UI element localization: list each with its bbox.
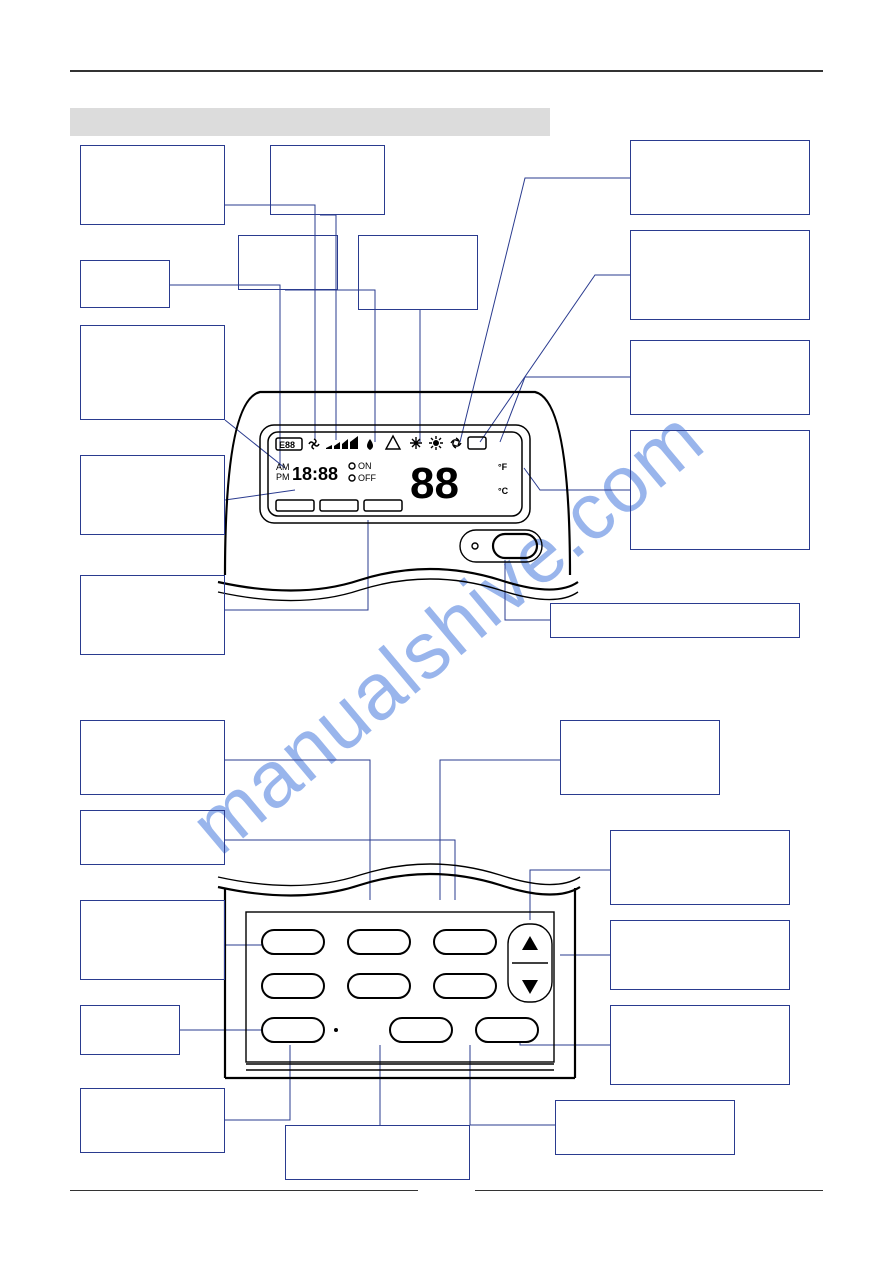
callout-box xyxy=(630,230,810,320)
display-unit: E88 xyxy=(218,392,578,601)
lcd-pm: PM xyxy=(276,472,290,482)
button-panel-unit xyxy=(218,864,580,1078)
callout-box xyxy=(610,920,790,990)
callout-box xyxy=(560,720,720,795)
callout-box xyxy=(80,720,225,795)
footer-rule-right xyxy=(475,1190,823,1191)
lower-leader-lines xyxy=(180,760,610,1125)
callout-box xyxy=(80,260,170,308)
lcd-clock: 18:88 xyxy=(292,464,338,484)
callout-box xyxy=(610,1005,790,1085)
lcd-error-code: E88 xyxy=(279,440,295,450)
callout-box xyxy=(80,325,225,420)
callout-box xyxy=(630,340,810,415)
callout-box xyxy=(80,575,225,655)
callout-box xyxy=(358,235,478,310)
arrow-down-icon xyxy=(522,980,538,994)
callout-box xyxy=(80,900,225,980)
header-rule xyxy=(70,70,823,72)
callout-box xyxy=(80,810,225,865)
callout-box xyxy=(80,455,225,535)
callout-box xyxy=(630,430,810,550)
lcd-timer-on: ON xyxy=(358,461,372,471)
callout-box xyxy=(80,1088,225,1153)
callout-box xyxy=(270,145,385,215)
section-heading-bar xyxy=(70,108,550,136)
callout-box xyxy=(285,1125,470,1180)
callout-box xyxy=(555,1100,735,1155)
lcd-temperature: 88 xyxy=(410,459,459,508)
lcd-am: AM xyxy=(276,462,290,472)
callout-box xyxy=(238,235,338,290)
footer-rule-left xyxy=(70,1190,418,1191)
callout-box xyxy=(550,603,800,638)
callout-box xyxy=(610,830,790,905)
button-grid xyxy=(262,924,552,1042)
lcd-clock-row: AM PM 18:88 ON OFF 88 °F °C xyxy=(276,459,509,508)
lcd-deg-c: °C xyxy=(498,486,509,496)
arrow-up-icon xyxy=(522,936,538,950)
page: manualshive.com xyxy=(0,0,893,1263)
lcd-timer-off: OFF xyxy=(358,473,376,483)
callout-box xyxy=(80,145,225,225)
reset-dot-icon xyxy=(334,1028,338,1032)
callout-box xyxy=(630,140,810,215)
callout-box xyxy=(80,1005,180,1055)
lcd-deg-f: °F xyxy=(498,462,508,472)
lcd-icon-row: E88 xyxy=(276,436,486,450)
lcd-bottom-row xyxy=(276,500,402,511)
